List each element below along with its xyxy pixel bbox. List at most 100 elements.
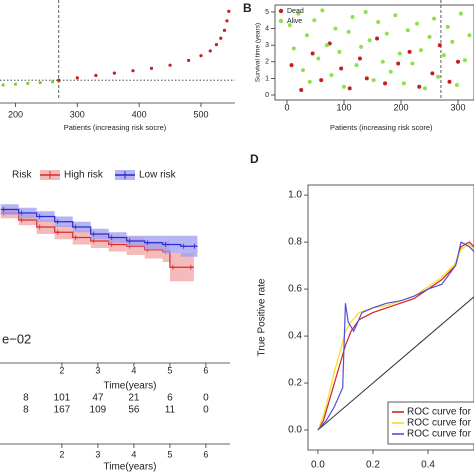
point	[38, 80, 42, 85]
x-tick-label: 3	[95, 365, 100, 375]
plot-frame	[307, 184, 474, 451]
risk-count: 8	[23, 393, 29, 404]
point	[225, 19, 229, 23]
risk-count: 11	[165, 405, 176, 416]
y-tick-label: 0.6	[288, 284, 302, 295]
x-tick-label: 400	[132, 109, 147, 119]
plot-frame	[274, 4, 474, 101]
risk-count: 167	[54, 405, 71, 416]
censor-mark	[170, 264, 176, 270]
point	[364, 76, 369, 81]
point	[299, 88, 304, 93]
point	[422, 86, 427, 91]
risk-count: 8	[23, 405, 29, 416]
panel-label: D	[250, 152, 259, 166]
censor-mark	[37, 224, 43, 230]
y-axis-label: True Positive rate	[257, 278, 268, 356]
censor-mark	[73, 235, 79, 240]
censor-mark	[73, 224, 79, 230]
point	[401, 81, 406, 86]
risk-count: 109	[90, 405, 107, 416]
risk-count: 47	[92, 393, 104, 404]
y-tick-label: 2	[265, 59, 269, 66]
annotation: e−02	[2, 331, 31, 346]
point	[447, 79, 452, 84]
censor-mark	[181, 243, 187, 249]
point	[333, 26, 338, 31]
point	[350, 14, 355, 19]
censor-mark	[37, 214, 43, 219]
panel-label: B	[243, 1, 252, 15]
point	[410, 61, 415, 66]
risk-count: 6	[167, 393, 173, 404]
risk-count: 0	[203, 405, 209, 416]
point	[441, 53, 446, 58]
x-tick-label: 2	[59, 365, 64, 375]
x-tick-label: 100	[336, 102, 351, 112]
x-tick-label: 4	[131, 365, 136, 375]
y-tick-label: 0.0	[288, 425, 302, 436]
point	[112, 71, 117, 75]
point	[324, 43, 329, 48]
point	[396, 61, 401, 66]
point	[208, 49, 212, 53]
curve	[0, 208, 198, 247]
point	[214, 42, 219, 47]
point	[454, 83, 459, 88]
point	[405, 28, 410, 33]
x-tick-label: 0.2	[366, 460, 380, 471]
point	[300, 68, 305, 73]
point	[367, 38, 372, 43]
point	[296, 11, 301, 16]
point	[316, 56, 321, 61]
point	[57, 78, 61, 82]
table-tick-label: 2	[59, 449, 64, 459]
x-tick-label: 500	[193, 109, 208, 119]
censor-mark	[19, 210, 25, 216]
censor-mark	[55, 219, 61, 225]
point	[375, 36, 380, 41]
point	[383, 81, 388, 86]
table-tick-label: 5	[167, 449, 172, 459]
legend-label: ROC curve for	[407, 407, 472, 418]
x-tick-label: 0	[284, 102, 289, 112]
point	[458, 11, 463, 16]
point	[418, 48, 423, 53]
point	[13, 82, 18, 86]
point	[149, 66, 154, 70]
censor-mark	[191, 243, 197, 249]
x-axis-label: Patients (increasing risk score)	[330, 123, 433, 132]
point	[319, 78, 324, 83]
risk-count: 101	[54, 393, 71, 404]
point	[307, 79, 312, 84]
censor-mark	[109, 235, 115, 240]
point	[304, 33, 309, 38]
y-tick-label: 1.0	[288, 190, 302, 201]
x-axis-label: Time(years)	[104, 381, 157, 392]
point	[346, 29, 351, 34]
point	[462, 58, 467, 63]
point	[388, 69, 393, 74]
point	[312, 18, 317, 23]
y-tick-label: 0	[265, 92, 269, 99]
censor-mark	[19, 217, 25, 223]
point	[131, 69, 135, 73]
point	[397, 51, 402, 56]
point	[359, 44, 364, 49]
table-axis-label: Time(years)	[104, 462, 157, 473]
point	[445, 24, 450, 29]
censor-mark	[1, 207, 7, 212]
risk-count: 0	[203, 393, 209, 404]
censor-mark	[163, 242, 169, 247]
point	[432, 16, 437, 21]
point	[363, 9, 368, 14]
risk-count: 56	[128, 405, 140, 416]
point	[75, 76, 79, 80]
x-axis-label: Patients (increasing risk socre)	[64, 123, 167, 132]
table-tick-label: 6	[203, 449, 208, 459]
point	[227, 9, 231, 13]
panel: B 0 100 200 300 0 1 2 3 4 5 Patients (increasing ri…	[243, 0, 474, 132]
